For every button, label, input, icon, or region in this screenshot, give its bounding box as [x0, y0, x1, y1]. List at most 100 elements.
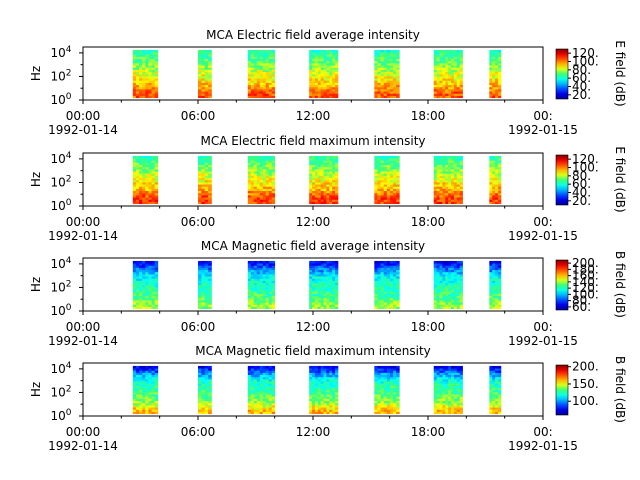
spectrogram-cell	[151, 199, 156, 202]
spectrogram-cell	[433, 265, 438, 268]
spectrogram-cell	[208, 289, 212, 292]
spectrogram-cell	[198, 171, 202, 174]
spectrogram-cell	[135, 171, 140, 174]
spectrogram-cell	[445, 280, 449, 284]
spectrogram-cell	[396, 171, 400, 174]
spectrogram-cell	[262, 289, 267, 292]
spectrogram-cell	[451, 164, 455, 168]
spectrogram-cell	[204, 194, 209, 198]
spectrogram-cell	[142, 158, 146, 161]
spectrogram-cell	[132, 181, 137, 185]
spectrogram-cell	[256, 304, 261, 307]
spectrogram-cell	[151, 162, 156, 166]
spectrogram-cell	[453, 199, 458, 202]
spectrogram-cell	[320, 273, 324, 277]
spectrogram-cell	[132, 175, 137, 179]
spectrogram-cell	[204, 58, 209, 62]
spectrogram-cell	[451, 265, 455, 268]
spectrogram-cell	[439, 197, 443, 200]
spectrogram-cell	[495, 372, 499, 376]
spectrogram-cell	[247, 164, 252, 168]
spectrogram-cell	[326, 49, 330, 53]
spectrogram-cell	[151, 297, 156, 301]
spectrogram-cell	[451, 201, 455, 205]
spectrogram-cell	[247, 188, 252, 192]
spectrogram-cell	[439, 278, 443, 281]
spectrogram-cell	[309, 374, 313, 378]
spectrogram-cell	[262, 402, 267, 406]
spectrogram-cell	[436, 173, 440, 176]
spectrogram-cell	[436, 265, 440, 268]
spectrogram-cell	[326, 411, 330, 415]
spectrogram-cell	[135, 282, 140, 286]
spectrogram-cell	[317, 69, 322, 73]
spectrogram-cell	[389, 88, 394, 92]
spectrogram-cell	[332, 374, 336, 378]
spectrogram-cell	[497, 160, 502, 163]
spectrogram-cell	[389, 276, 394, 279]
spectrogram-cell	[151, 365, 156, 369]
spectrogram-cell	[386, 387, 391, 391]
spectrogram-cell	[154, 289, 159, 292]
spectrogram-cell	[323, 49, 327, 53]
spectrogram-cell	[332, 197, 336, 200]
spectrogram-cell	[326, 65, 330, 68]
spectrogram-cell	[489, 86, 493, 90]
spectrogram-cell	[329, 368, 333, 371]
spectrogram-cell	[132, 394, 137, 397]
spectrogram-cell	[326, 407, 330, 410]
spectrogram-cell	[436, 160, 440, 163]
spectrogram-cell	[326, 91, 330, 94]
spectrogram-cell	[201, 374, 206, 378]
spectrogram-cell	[442, 190, 446, 194]
spectrogram-cell	[132, 93, 137, 96]
spectrogram-cell	[250, 402, 255, 406]
spectrogram-cell	[253, 400, 258, 404]
spectrogram-cell	[393, 387, 397, 391]
spectrogram-cell	[139, 291, 143, 294]
spectrogram-cell	[145, 86, 149, 90]
spectrogram-cell	[314, 155, 319, 159]
spectrogram-cell	[489, 166, 493, 170]
spectrogram-cell	[326, 93, 330, 96]
spectrogram-cell	[204, 276, 209, 279]
spectrogram-cell	[439, 396, 443, 399]
spectrogram-cell	[259, 67, 264, 70]
x-tick-label: 00:00	[66, 215, 101, 229]
spectrogram-cell	[151, 381, 156, 384]
spectrogram-cell	[489, 82, 493, 86]
spectrogram-cell	[268, 177, 273, 181]
spectrogram-cell	[453, 289, 458, 292]
spectrogram-cell	[268, 263, 273, 266]
spectrogram-cell	[247, 62, 252, 66]
spectrogram-cell	[271, 186, 276, 189]
spectrogram-cell	[377, 396, 381, 399]
spectrogram-cell	[445, 49, 449, 53]
spectrogram-cell	[204, 389, 209, 393]
spectrogram-cell	[314, 73, 319, 77]
spectrogram-cell	[456, 282, 461, 286]
spectrogram-cell	[495, 302, 499, 305]
spectrogram-cell	[151, 391, 156, 395]
spectrogram-cell	[451, 88, 455, 92]
spectrogram-cell	[329, 284, 333, 288]
spectrogram-cell	[442, 297, 446, 301]
spectrogram-cell	[383, 164, 388, 168]
spectrogram-cell	[309, 402, 313, 406]
spectrogram-cell	[497, 175, 502, 179]
spectrogram-cell	[262, 71, 267, 75]
spectrogram-cell	[201, 385, 206, 389]
spectrogram-cell	[132, 168, 137, 172]
spectrogram-cell	[492, 407, 496, 410]
spectrogram-cell	[268, 78, 273, 81]
spectrogram-cell	[320, 389, 324, 393]
spectrogram-cell	[268, 52, 273, 55]
spectrogram-cell	[317, 284, 322, 288]
spectrogram-cell	[386, 293, 391, 297]
spectrogram-cell	[439, 306, 443, 310]
spectrogram-cell	[489, 60, 493, 64]
spectrogram-cell	[201, 52, 206, 55]
spectrogram-cell	[139, 278, 143, 281]
spectrogram-cell	[451, 389, 455, 393]
spectrogram-cell	[271, 197, 276, 200]
